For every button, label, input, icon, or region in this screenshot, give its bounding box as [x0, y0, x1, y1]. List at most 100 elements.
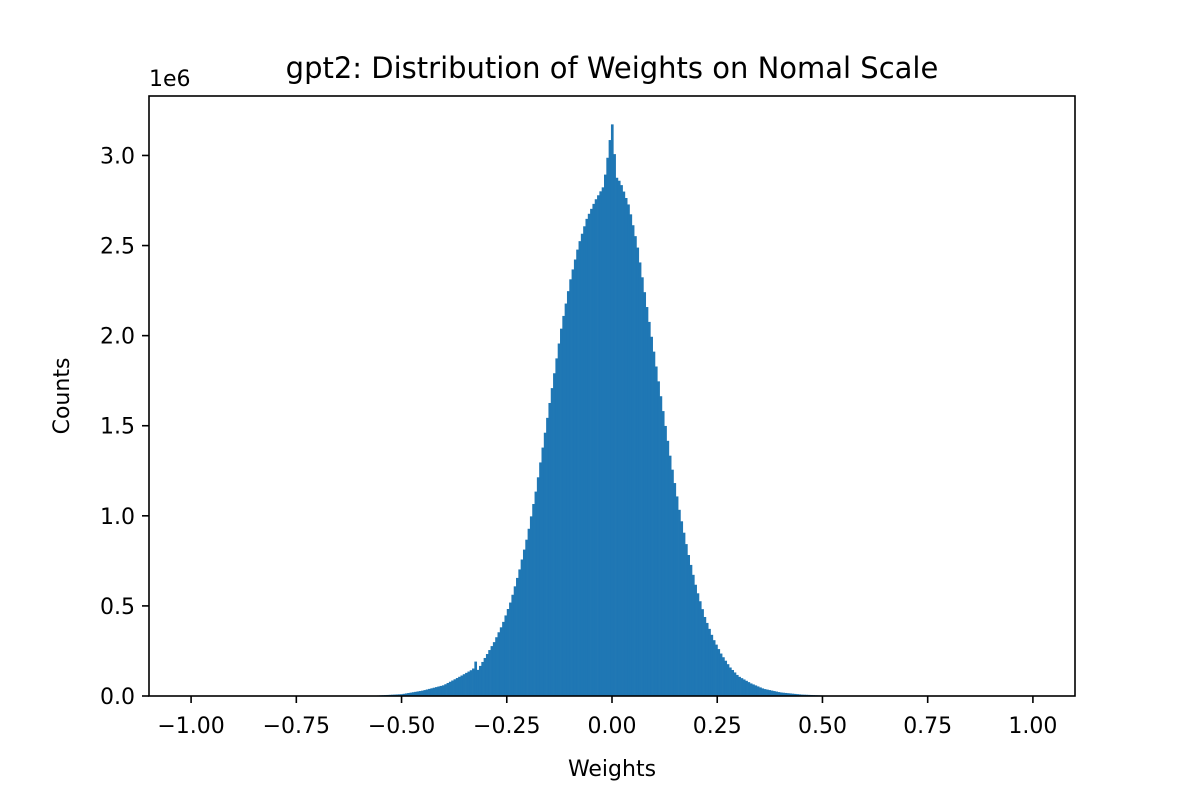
- histogram-bar: [566, 291, 570, 696]
- histogram-bar: [576, 249, 579, 696]
- histogram-bar: [675, 496, 679, 696]
- histogram-bar: [441, 685, 445, 696]
- histogram-bar: [717, 649, 721, 696]
- histogram-bar: [722, 657, 725, 696]
- histogram-bar: [689, 564, 693, 696]
- histogram-bar: [414, 691, 417, 696]
- histogram-bar: [569, 279, 572, 696]
- histogram-bar: [400, 694, 403, 696]
- histogram-bar: [428, 688, 431, 696]
- histogram-bar: [495, 637, 498, 696]
- histogram-bar: [793, 693, 797, 696]
- histogram-bar: [499, 627, 503, 696]
- histogram-bar: [712, 640, 716, 696]
- histogram-bar: [437, 686, 440, 696]
- histogram-bar: [402, 693, 406, 696]
- histogram-bar: [543, 432, 547, 696]
- histogram-bar: [534, 491, 538, 696]
- y-axis-offset-label: 1e6: [149, 67, 191, 92]
- histogram-bar: [529, 516, 533, 696]
- histogram-bar: [759, 687, 762, 696]
- histogram-bar: [659, 396, 663, 696]
- x-tick-label: −0.25: [473, 714, 540, 739]
- histogram-bar: [553, 373, 556, 696]
- histogram-bar: [643, 292, 647, 696]
- histogram-bar: [749, 683, 753, 696]
- histogram-bar: [522, 549, 526, 696]
- histogram-bar: [784, 692, 788, 696]
- y-tick-label: 0.5: [100, 595, 135, 620]
- histogram-bar: [703, 616, 707, 696]
- y-tick-label: 1.0: [100, 505, 135, 530]
- histogram-bar: [435, 687, 438, 696]
- histogram-bar: [407, 693, 410, 696]
- histogram-bar: [738, 676, 741, 696]
- histogram-bar: [687, 555, 690, 696]
- x-axis-title: Weights: [568, 757, 656, 782]
- y-tick-label: 1.5: [100, 415, 135, 440]
- histogram-bar: [752, 684, 755, 696]
- histogram-bar: [650, 336, 653, 696]
- histogram-bar: [756, 686, 760, 696]
- histogram-bar: [682, 532, 686, 696]
- y-axis-title: Counts: [50, 358, 75, 435]
- histogram-bar: [710, 634, 714, 696]
- histogram-bar: [539, 462, 542, 696]
- histogram-bar: [768, 690, 772, 696]
- y-tick-label: 2.5: [100, 235, 135, 260]
- histogram-bar: [483, 657, 487, 696]
- histogram-bar: [617, 180, 621, 697]
- histogram-bar: [652, 351, 656, 696]
- y-tick-label: 3.0: [100, 144, 135, 169]
- histogram-bar: [472, 668, 475, 696]
- histogram-bar: [564, 303, 568, 696]
- histogram-bar: [409, 692, 413, 696]
- histogram-bar: [583, 226, 586, 697]
- histogram-bar: [548, 402, 552, 696]
- histogram-bar: [724, 660, 728, 696]
- histogram-bar: [562, 315, 565, 696]
- histogram-bar: [671, 469, 674, 696]
- histogram-bar: [439, 685, 443, 696]
- chart-title: gpt2: Distribution of Weights on Nomal S…: [286, 51, 939, 85]
- histogram-bar: [453, 679, 457, 696]
- histogram-bar: [555, 358, 559, 696]
- histogram-bar: [425, 689, 429, 696]
- histogram-bar: [645, 307, 649, 696]
- histogram-bar: [773, 691, 776, 696]
- histogram-bars: [367, 124, 843, 697]
- histogram-bar: [599, 191, 603, 696]
- histogram-bar: [694, 584, 697, 696]
- x-tick-label: −1.00: [157, 714, 224, 739]
- histogram-bar: [536, 477, 540, 696]
- histogram-bar: [613, 154, 616, 697]
- y-tick-label: 0.0: [100, 685, 135, 710]
- histogram-bar: [775, 691, 778, 696]
- histogram-bar: [726, 664, 730, 696]
- histogram-bar: [791, 693, 795, 696]
- x-tick-label: 0.50: [798, 714, 847, 739]
- histogram-bar: [423, 690, 427, 696]
- histogram-bar: [532, 504, 535, 696]
- histogram-bar: [615, 177, 619, 696]
- histogram-bar: [506, 609, 510, 696]
- x-tick-label: −0.50: [368, 714, 435, 739]
- histogram-bar: [666, 440, 670, 696]
- histogram-bar: [594, 199, 598, 697]
- histogram-bar: [729, 667, 732, 696]
- histogram-bar: [476, 669, 480, 696]
- histogram-bar: [525, 539, 528, 696]
- histogram-bar: [735, 674, 739, 696]
- histogram-bar: [550, 388, 554, 696]
- histogram-bar: [509, 602, 512, 696]
- histogram-bar: [680, 521, 684, 696]
- histogram-bar: [421, 690, 424, 696]
- y-axis-ticks: 0.0 0.5 1.0 1.5 2.0 2.5 3.0: [100, 144, 149, 710]
- histogram-bar: [580, 233, 584, 697]
- histogram-bar: [740, 678, 744, 696]
- histogram-bar: [474, 661, 478, 696]
- histogram-bar: [691, 574, 695, 696]
- histogram-bar: [511, 594, 515, 696]
- histogram-bar: [601, 187, 605, 696]
